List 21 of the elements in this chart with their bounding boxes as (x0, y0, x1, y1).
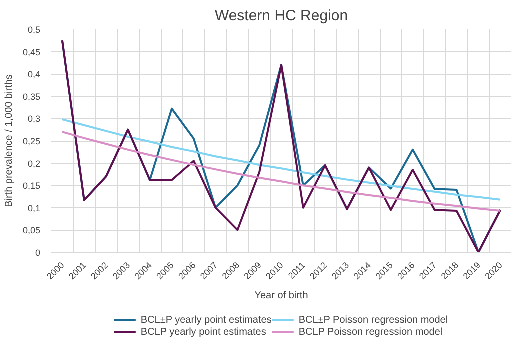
y-tick-label: 0,1 (28, 203, 41, 214)
legend-label: BCL±P yearly point estimates (140, 314, 272, 326)
y-tick-label: 0,5 (28, 25, 41, 35)
legend-label: BCL±P Poisson regression model (298, 314, 448, 326)
y-tick-label: 0,15 (22, 181, 41, 192)
legend-label: BCLP Poisson regression model (298, 326, 443, 338)
chart-title: Western HC Region (214, 8, 348, 24)
y-tick-label: 0,05 (22, 226, 41, 236)
x-axis-title: Year of birth (254, 290, 308, 302)
y-tick-label: 0 (35, 248, 41, 258)
y-tick-label: 0,45 (22, 47, 41, 58)
y-tick-label: 0,25 (22, 136, 41, 146)
y-tick-label: 0,4 (28, 70, 41, 80)
legend-label: BCLP yearly point estimates (140, 326, 266, 338)
line-series (61, 118, 502, 201)
line-series (61, 40, 502, 252)
y-tick-label: 0,35 (22, 92, 41, 102)
y-tick-label: 0,3 (28, 114, 41, 124)
y-axis-title: Birth prevalence / 1,000 births (4, 74, 15, 208)
line-series (61, 131, 502, 212)
y-tick-label: 0,2 (28, 158, 41, 169)
